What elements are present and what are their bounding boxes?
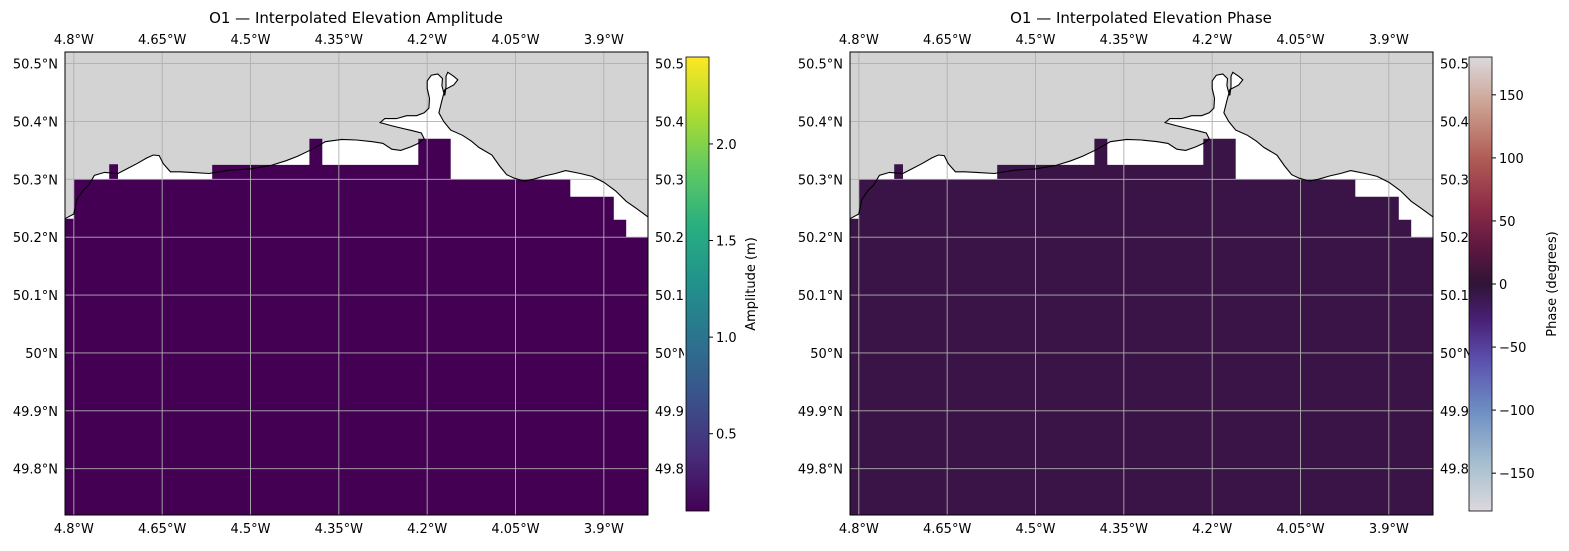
lat-label-left: 50.3°N — [798, 173, 843, 188]
lon-label-top: 4.2°W — [407, 33, 447, 48]
lat-label-right: 50.2 — [655, 231, 684, 246]
lat-label-left: 50.5°N — [798, 58, 843, 73]
colorbar-tick-label: −100 — [1499, 404, 1535, 419]
lat-label-left: 50°N — [25, 347, 58, 362]
lat-label-right: 50.3 — [1440, 173, 1469, 188]
graticule — [65, 52, 648, 515]
lon-label-top: 4.2°W — [1192, 33, 1232, 48]
lon-label-bottom: 4.2°W — [1192, 522, 1232, 537]
amplitude-field — [65, 138, 648, 515]
lat-label-left: 50.4°N — [13, 115, 58, 130]
lat-label-right: 49.8 — [655, 463, 684, 478]
lon-label-bottom: 4.35°W — [1100, 522, 1148, 537]
colorbar-label: Phase (degrees) — [1545, 231, 1560, 336]
lon-label-top: 4.05°W — [491, 33, 539, 48]
lat-label-left: 50.2°N — [798, 231, 843, 246]
lat-label-right: 50.3 — [655, 173, 684, 188]
lat-label-right: 50°N — [655, 347, 688, 362]
lon-label-top: 4.8°W — [839, 33, 879, 48]
colorbar-tick-label: 100 — [1499, 152, 1524, 167]
colorbar-tick-label: 1.5 — [716, 235, 737, 250]
lon-label-top: 4.8°W — [54, 33, 94, 48]
lon-label-top: 4.35°W — [1100, 33, 1148, 48]
lat-label-right: 49.9 — [655, 405, 684, 420]
lon-label-top: 4.5°W — [1015, 33, 1055, 48]
lon-label-top: 4.65°W — [138, 33, 186, 48]
colorbar-gradient — [1468, 56, 1493, 512]
lon-label-bottom: 4.5°W — [230, 522, 270, 537]
colorbar-tick-label: 2.0 — [716, 138, 737, 153]
lat-label-right: 50.51 — [655, 58, 692, 73]
lat-label-right: 50.4 — [1440, 115, 1469, 130]
colorbar-tick-label: −50 — [1499, 341, 1526, 356]
colorbar-gradient — [685, 56, 710, 512]
lat-label-right: 50°N — [1440, 347, 1473, 362]
lon-label-top: 4.05°W — [1276, 33, 1324, 48]
lat-label-right: 49.9 — [1440, 405, 1469, 420]
lat-label-right: 50.51 — [1440, 58, 1477, 73]
lat-label-left: 50.5°N — [13, 58, 58, 73]
lat-label-right: 49.8 — [1440, 463, 1469, 478]
lat-label-left: 49.8°N — [798, 463, 843, 478]
lat-label-left: 50°N — [810, 347, 843, 362]
lat-label-left: 50.2°N — [13, 231, 58, 246]
colorbar-ticks — [709, 143, 713, 435]
phase-field — [850, 138, 1433, 515]
lon-label-bottom: 4.65°W — [923, 522, 971, 537]
colorbar-tick-label: 0.5 — [716, 428, 737, 443]
lat-label-right: 50.1 — [655, 289, 684, 304]
phase-title: O1 — Interpolated Elevation Phase — [1010, 9, 1272, 27]
lon-label-bottom: 4.05°W — [1276, 522, 1324, 537]
colorbar-label: Amplitude (m) — [744, 237, 759, 331]
lon-label-bottom: 3.9°W — [1369, 522, 1409, 537]
lon-label-top: 4.65°W — [923, 33, 971, 48]
colorbar-tick-label: 150 — [1499, 89, 1524, 104]
amplitude-panel: O1 — Interpolated Elevation Amplitude 4.… — [13, 9, 759, 537]
graticule — [850, 52, 1433, 515]
lat-label-left: 49.9°N — [798, 405, 843, 420]
lat-label-left: 49.9°N — [13, 405, 58, 420]
coastline — [65, 71, 648, 220]
colorbar-ticks — [1492, 94, 1496, 474]
amplitude-colorbar: 0.5 1.0 1.5 2.0 Amplitude (m) — [685, 56, 759, 512]
lon-label-top: 3.9°W — [1369, 33, 1409, 48]
lon-label-top: 3.9°W — [584, 33, 624, 48]
lon-label-top: 4.5°W — [230, 33, 270, 48]
lat-label-left: 49.8°N — [13, 463, 58, 478]
phase-panel: O1 — Interpolated Elevation Phase 4.8°W … — [798, 9, 1560, 537]
lon-label-bottom: 4.8°W — [54, 522, 94, 537]
phase-colorbar: −150 −100 −50 0 50 100 150 Phase (degree… — [1468, 56, 1560, 512]
coastline — [850, 71, 1433, 220]
lat-label-left: 50.1°N — [13, 289, 58, 304]
lat-label-right: 50.2 — [1440, 231, 1469, 246]
lat-label-left: 50.4°N — [798, 115, 843, 130]
lon-label-bottom: 3.9°W — [584, 522, 624, 537]
lat-label-left: 50.3°N — [13, 173, 58, 188]
lon-label-bottom: 4.05°W — [491, 522, 539, 537]
map-frame — [849, 51, 1434, 516]
colorbar-tick-label: 0 — [1499, 278, 1507, 293]
lon-label-bottom: 4.5°W — [1015, 522, 1055, 537]
lon-label-bottom: 4.8°W — [839, 522, 879, 537]
colorbar-tick-label: −150 — [1499, 467, 1535, 482]
map-frame — [64, 51, 649, 516]
lon-label-bottom: 4.2°W — [407, 522, 447, 537]
amplitude-title: O1 — Interpolated Elevation Amplitude — [209, 9, 503, 27]
lon-label-top: 4.35°W — [315, 33, 363, 48]
colorbar-tick-label: 50 — [1499, 215, 1516, 230]
lon-label-bottom: 4.65°W — [138, 522, 186, 537]
lat-label-right: 50.4 — [655, 115, 684, 130]
colorbar-tick-label: 1.0 — [716, 331, 737, 346]
lat-label-right: 50.1 — [1440, 289, 1469, 304]
lon-label-bottom: 4.35°W — [315, 522, 363, 537]
lat-label-left: 50.1°N — [798, 289, 843, 304]
